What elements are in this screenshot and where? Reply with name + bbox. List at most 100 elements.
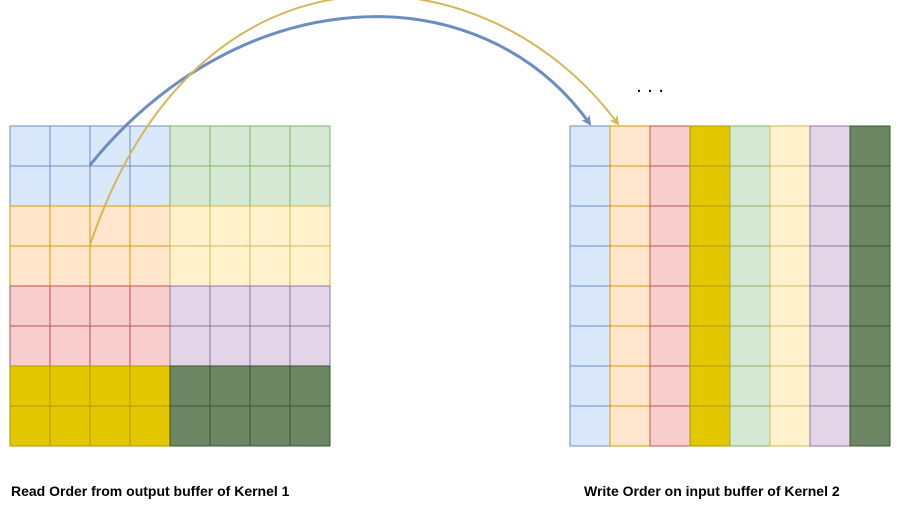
- right-cell-yellow: [769, 325, 811, 367]
- right-cell-darkgreen: [849, 285, 891, 327]
- left-cell-darkgreen: [289, 405, 331, 447]
- right-cell-gold: [689, 205, 731, 247]
- left-cell-red: [49, 325, 91, 367]
- left-cell-orange: [9, 245, 51, 287]
- left-cell-blue: [9, 125, 51, 167]
- left-cell-yellow: [289, 245, 331, 287]
- right-cell-green: [729, 125, 771, 167]
- left-cell-yellow: [209, 245, 251, 287]
- right-cell-green: [729, 205, 771, 247]
- left-cell-orange: [129, 245, 171, 287]
- right-cell-yellow: [769, 205, 811, 247]
- right-cell-orange: [609, 285, 651, 327]
- left-cell-gold: [129, 405, 171, 447]
- left-cell-purple: [169, 285, 211, 327]
- left-cell-darkgreen: [169, 365, 211, 407]
- left-cell-darkgreen: [209, 405, 251, 447]
- left-cell-purple: [209, 325, 251, 367]
- ellipsis: . . .: [636, 75, 664, 97]
- left-cell-gold: [129, 365, 171, 407]
- left-cell-blue: [89, 125, 131, 167]
- right-cell-gold: [689, 365, 731, 407]
- left-cell-red: [129, 285, 171, 327]
- right-cell-green: [729, 365, 771, 407]
- right-cell-green: [729, 405, 771, 447]
- right-cell-purple: [809, 325, 851, 367]
- right-cell-purple: [809, 205, 851, 247]
- blue-arrow: [88, 15, 592, 166]
- right-cell-orange: [609, 125, 651, 167]
- right-cell-yellow: [769, 285, 811, 327]
- left-cell-gold: [49, 365, 91, 407]
- right-cell-red: [649, 285, 691, 327]
- left-cell-blue: [49, 125, 91, 167]
- right-cell-orange: [609, 165, 651, 207]
- right-cell-blue: [569, 205, 611, 247]
- left-cell-red: [9, 325, 51, 367]
- left-cell-orange: [129, 205, 171, 247]
- right-cell-red: [649, 245, 691, 287]
- right-cell-blue: [569, 405, 611, 447]
- right-cell-gold: [689, 325, 731, 367]
- right-cell-gold: [689, 405, 731, 447]
- left-cell-blue: [89, 165, 131, 207]
- right-cell-orange: [609, 405, 651, 447]
- right-cell-purple: [809, 125, 851, 167]
- right-cell-blue: [569, 245, 611, 287]
- left-cell-green: [209, 165, 251, 207]
- right-cell-blue: [569, 325, 611, 367]
- right-cell-blue: [569, 125, 611, 167]
- yellow-arrow: [89, 0, 620, 246]
- right-cell-green: [729, 285, 771, 327]
- left-cell-green: [209, 125, 251, 167]
- right-cell-green: [729, 245, 771, 287]
- left-cell-red: [129, 325, 171, 367]
- left-cell-blue: [49, 165, 91, 207]
- right-cell-red: [649, 205, 691, 247]
- right-cell-orange: [609, 205, 651, 247]
- right-cell-green: [729, 165, 771, 207]
- left-cell-purple: [249, 325, 291, 367]
- left-matrix: [9, 125, 331, 447]
- right-cell-blue: [569, 365, 611, 407]
- right-cell-gold: [689, 285, 731, 327]
- right-cell-darkgreen: [849, 365, 891, 407]
- left-cell-darkgreen: [169, 405, 211, 447]
- left-cell-orange: [9, 205, 51, 247]
- left-cell-green: [289, 165, 331, 207]
- right-cell-gold: [689, 165, 731, 207]
- left-cell-gold: [89, 365, 131, 407]
- right-cell-green: [729, 325, 771, 367]
- caption-right: Write Order on input buffer of Kernel 2: [584, 483, 840, 499]
- right-cell-darkgreen: [849, 165, 891, 207]
- right-cell-yellow: [769, 125, 811, 167]
- left-cell-purple: [289, 285, 331, 327]
- right-cell-purple: [809, 405, 851, 447]
- left-cell-green: [169, 165, 211, 207]
- left-cell-darkgreen: [249, 405, 291, 447]
- right-cell-darkgreen: [849, 405, 891, 447]
- right-cell-darkgreen: [849, 325, 891, 367]
- right-cell-yellow: [769, 365, 811, 407]
- left-cell-gold: [89, 405, 131, 447]
- left-cell-purple: [209, 285, 251, 327]
- left-cell-gold: [9, 365, 51, 407]
- left-cell-yellow: [249, 245, 291, 287]
- left-cell-purple: [289, 325, 331, 367]
- left-cell-blue: [129, 125, 171, 167]
- right-cell-yellow: [769, 165, 811, 207]
- left-cell-yellow: [209, 205, 251, 247]
- left-cell-blue: [9, 165, 51, 207]
- right-matrix: [569, 125, 891, 447]
- left-cell-purple: [169, 325, 211, 367]
- right-cell-darkgreen: [849, 125, 891, 167]
- left-cell-orange: [49, 245, 91, 287]
- right-cell-red: [649, 325, 691, 367]
- right-cell-orange: [609, 365, 651, 407]
- right-cell-red: [649, 125, 691, 167]
- right-cell-orange: [609, 245, 651, 287]
- left-cell-green: [249, 165, 291, 207]
- left-cell-red: [9, 285, 51, 327]
- caption-left: Read Order from output buffer of Kernel …: [11, 483, 290, 499]
- left-cell-red: [49, 285, 91, 327]
